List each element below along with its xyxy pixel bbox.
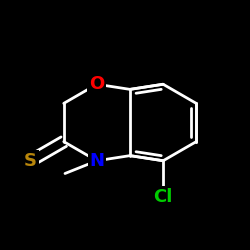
Text: Cl: Cl xyxy=(154,188,173,206)
Text: N: N xyxy=(89,152,104,170)
Text: S: S xyxy=(24,152,37,170)
Text: O: O xyxy=(89,75,104,93)
